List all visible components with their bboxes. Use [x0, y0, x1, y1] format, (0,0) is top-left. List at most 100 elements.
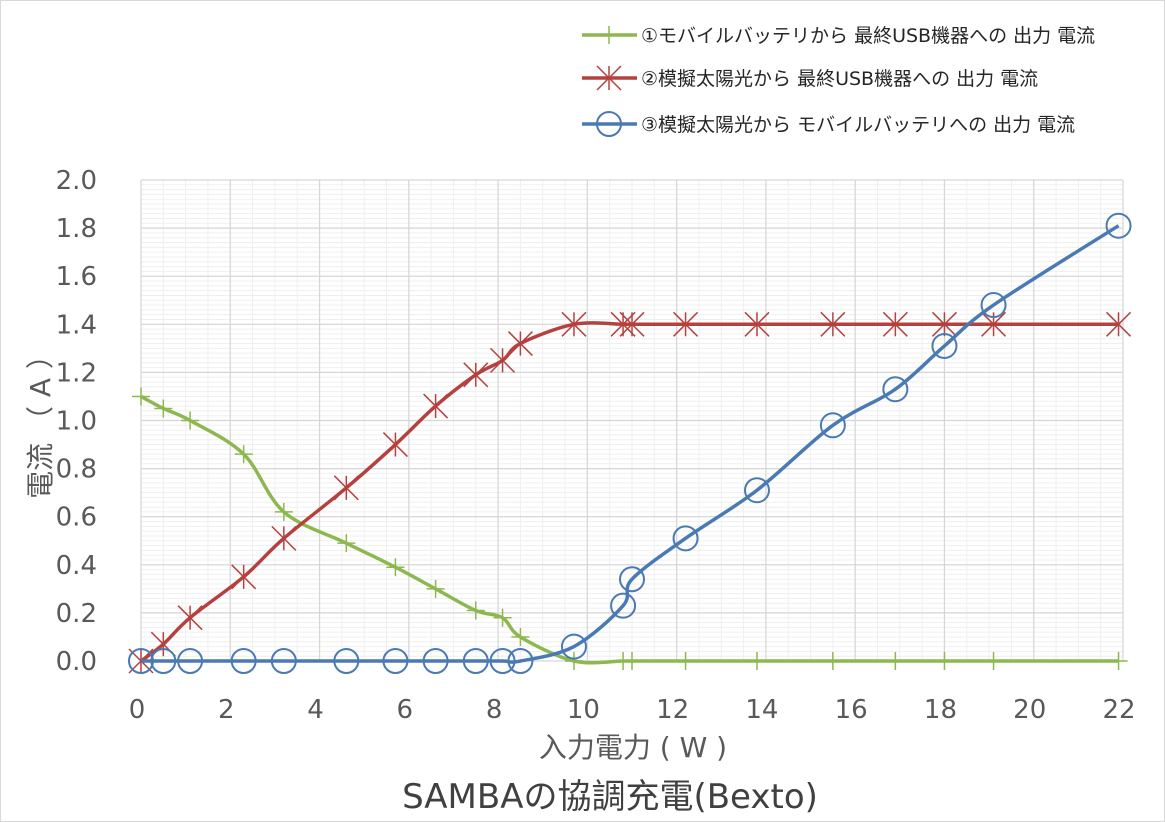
- x-axis-tick-labels: 0 2 4 6 8 10 12 14 16 18 20 22: [129, 695, 1136, 725]
- data-point: [673, 311, 699, 337]
- y-tick-label: 1.8: [56, 214, 97, 244]
- series-battery-to-usb: [132, 387, 1128, 670]
- y-axis-title: 電流 （ A ）: [24, 341, 57, 499]
- data-point: [931, 332, 958, 359]
- data-point: [177, 648, 204, 674]
- data-point: [823, 652, 842, 670]
- data-point: [132, 387, 150, 406]
- data-point: [507, 648, 534, 674]
- x-tick-label: 4: [307, 695, 324, 725]
- x-tick-label: 0: [129, 695, 146, 725]
- data-point: [337, 534, 356, 553]
- legend-entry-battery-to-usb: ①モバイルバッテリから 最終USB機器への 出力 電流: [582, 25, 1095, 47]
- y-tick-label: 1.4: [56, 310, 97, 340]
- data-point: [333, 475, 359, 501]
- x-tick-label: 12: [656, 695, 689, 725]
- data-point: [382, 432, 408, 458]
- data-point: [422, 648, 449, 674]
- data-point: [882, 311, 908, 337]
- data-point: [980, 292, 1007, 319]
- data-point: [819, 412, 846, 439]
- legend-label: ②模擬太陽光から 最終USB機器への 出力 電流: [641, 68, 1038, 90]
- data-point: [274, 502, 293, 521]
- data-point: [743, 477, 770, 504]
- data-point: [271, 525, 297, 551]
- data-point: [1106, 311, 1132, 337]
- y-tick-label: 2.0: [56, 166, 97, 196]
- y-tick-label: 0.6: [56, 503, 97, 533]
- data-point: [511, 627, 530, 646]
- data-point: [931, 311, 957, 337]
- x-tick-label: 16: [835, 695, 868, 725]
- chart-title: SAMBAの協調充電(Bexto): [402, 777, 818, 817]
- data-point: [623, 652, 641, 670]
- data-point: [230, 648, 257, 674]
- series-solar-to-battery: [128, 212, 1132, 674]
- data-point: [935, 652, 954, 670]
- series-layer: [128, 212, 1132, 674]
- major-gridlines: [140, 179, 1124, 662]
- x-tick-label: 2: [218, 695, 235, 725]
- legend-marker: [596, 65, 622, 91]
- data-point: [882, 376, 909, 403]
- data-point: [560, 633, 587, 660]
- data-point: [489, 648, 516, 674]
- data-point: [493, 608, 512, 627]
- data-point: [610, 592, 637, 619]
- series-line-solar-to-usb: [139, 321, 1119, 663]
- y-tick-label: 1.2: [56, 358, 97, 388]
- data-point: [507, 331, 533, 357]
- x-tick-label: 22: [1102, 695, 1135, 725]
- data-point: [426, 579, 445, 598]
- x-tick-label: 10: [567, 695, 600, 725]
- data-point: [154, 399, 173, 418]
- legend-marker: [600, 26, 618, 44]
- data-point: [333, 648, 360, 674]
- data-point: [1105, 212, 1132, 239]
- y-tick-label: 0.2: [56, 599, 97, 629]
- x-tick-label: 20: [1013, 695, 1046, 725]
- y-tick-label: 0.8: [56, 455, 97, 485]
- data-point: [619, 311, 645, 337]
- data-point: [564, 652, 583, 670]
- data-point: [177, 605, 203, 631]
- y-axis-tick-labels: 0.0 0.2 0.4 0.6 0.8 1.0 1.2 1.4 1.6 1.8 2.0: [56, 166, 97, 677]
- data-point: [744, 311, 770, 337]
- x-tick-label: 14: [745, 695, 778, 725]
- legend-label: ①モバイルバッテリから 最終USB機器への 出力 電流: [641, 25, 1095, 47]
- x-axis-title: 入力電力 ( W ): [539, 731, 727, 764]
- data-point: [150, 648, 177, 674]
- data-point: [423, 393, 449, 419]
- x-tick-label: 8: [486, 695, 503, 725]
- data-point: [886, 652, 905, 670]
- x-tick-label: 6: [397, 695, 414, 725]
- data-point: [820, 311, 846, 337]
- data-point: [463, 362, 489, 388]
- data-point: [128, 648, 154, 674]
- data-point: [747, 652, 766, 670]
- data-point: [462, 648, 489, 674]
- data-point: [231, 564, 257, 590]
- data-point: [676, 652, 695, 670]
- data-point: [234, 445, 253, 464]
- data-point: [672, 525, 699, 552]
- y-tick-label: 0.4: [56, 551, 97, 581]
- data-point: [386, 558, 405, 577]
- y-tick-label: 0.0: [56, 647, 97, 677]
- legend-entry-solar-to-usb: ②模擬太陽光から 最終USB機器への 出力 電流: [582, 65, 1038, 91]
- data-point: [382, 648, 409, 674]
- data-point: [466, 601, 485, 620]
- legend-entry-solar-to-battery: ③模擬太陽光から モバイルバッテリへの 出力 電流: [582, 111, 1075, 137]
- legend-label: ③模擬太陽光から モバイルバッテリへの 出力 電流: [641, 114, 1075, 136]
- data-point: [270, 648, 297, 674]
- x-tick-label: 18: [924, 695, 957, 725]
- legend: ①モバイルバッテリから 最終USB機器への 出力 電流 ②模擬太陽光から 最終US…: [582, 25, 1095, 137]
- y-tick-label: 1.6: [56, 262, 97, 292]
- y-tick-label: 1.0: [56, 407, 97, 437]
- data-point: [1109, 652, 1128, 670]
- data-point: [984, 652, 1003, 670]
- data-point: [561, 311, 587, 337]
- legend-marker: [596, 111, 622, 137]
- data-point: [181, 411, 200, 430]
